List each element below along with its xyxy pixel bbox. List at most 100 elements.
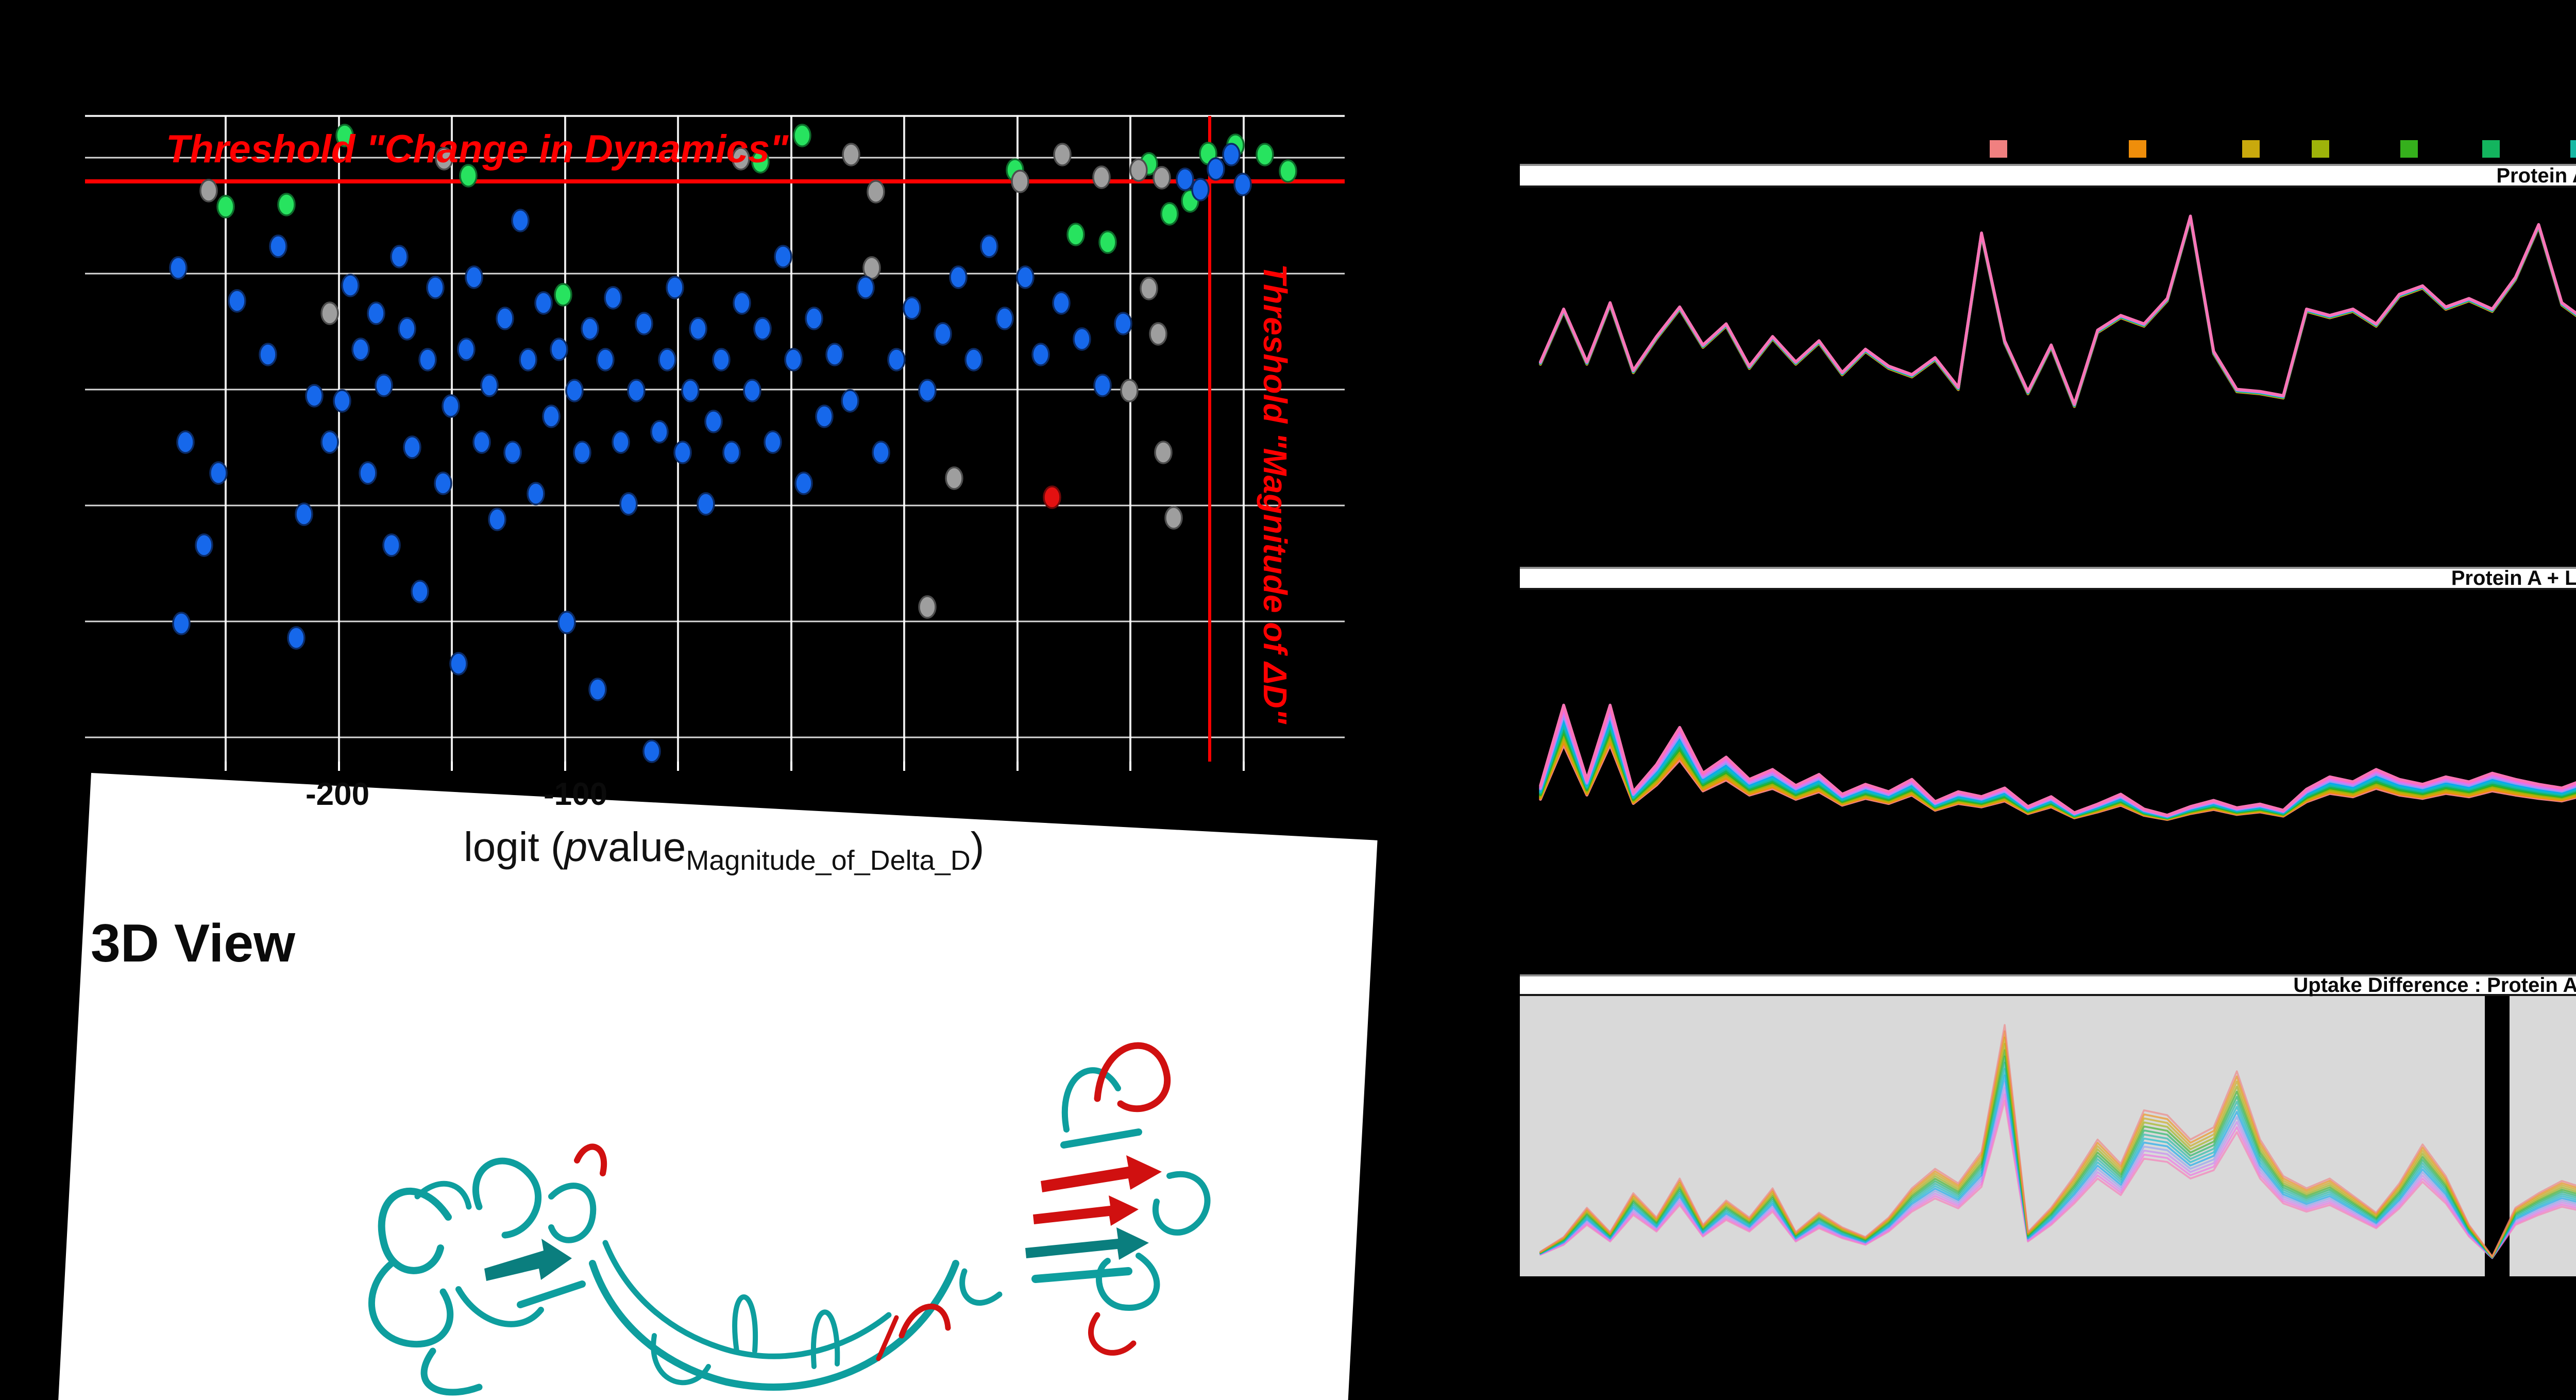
uptake-chart-protein-a-ligand[interactable]	[1520, 592, 2576, 973]
axis-label-subscript: Magnitude_of_Delta_D	[686, 845, 971, 876]
axis-label-value: value	[587, 824, 686, 870]
volcano-point-blue	[581, 317, 599, 341]
volcano-point-blue	[172, 612, 191, 635]
volcano-point-blue	[784, 348, 803, 372]
volcano-point-blue	[359, 461, 377, 485]
volcano-point-green	[216, 195, 235, 218]
volcano-point-blue	[496, 307, 514, 330]
legend-swatch-timepoint-2[interactable]	[2129, 140, 2146, 158]
volcano-point-blue	[805, 307, 823, 330]
volcano-point-blue	[995, 307, 1014, 330]
volcano-point-gray	[1164, 506, 1183, 530]
legend-swatch-timepoint-6[interactable]	[2482, 140, 2500, 158]
volcano-point-blue	[295, 502, 313, 526]
volcano-point-blue	[596, 348, 615, 372]
volcano-point-gray	[320, 301, 339, 325]
difference-band-background	[2510, 996, 2576, 1276]
volcano-point-gray	[199, 179, 218, 203]
volcano-point-gray	[1140, 277, 1158, 300]
volcano-point-blue	[426, 276, 445, 299]
uptake-curve-timepoint-3	[1539, 216, 2576, 408]
uptake-curve-timepoint-7	[1539, 215, 2576, 407]
volcano-point-green	[1098, 230, 1117, 254]
volcano-point-blue	[442, 394, 460, 418]
volcano-threshold-dynamics-label: Threshold "Change in Dynamics"	[166, 127, 789, 171]
uptake-curve-timepoint-13	[1539, 214, 2576, 406]
volcano-point-blue	[418, 348, 437, 372]
volcano-point-blue	[169, 256, 188, 280]
volcano-point-blue	[511, 209, 530, 232]
volcano-point-gray	[1120, 379, 1139, 402]
uptake-curve-timepoint-11	[1539, 215, 2576, 406]
volcano-point-blue	[305, 384, 324, 408]
volcano-threshold-magnitude-label: Threshold "Magnitude of ΔD"	[1257, 264, 1294, 724]
volcano-point-green	[459, 164, 478, 188]
volcano-point-blue	[209, 461, 228, 485]
volcano-point-blue	[287, 626, 306, 650]
volcano-point-blue	[573, 441, 591, 464]
volcano-point-blue	[612, 430, 630, 454]
volcano-point-blue	[565, 379, 584, 402]
volcano-plot[interactable]	[85, 114, 1352, 774]
panel-title-protein-a-text: Protein A	[2496, 164, 2576, 187]
protein-ribbon-3d[interactable]	[263, 975, 1242, 1400]
volcano-point-blue	[887, 348, 906, 372]
volcano-point-green	[335, 124, 354, 147]
volcano-point-gray	[732, 147, 750, 171]
volcano-point-blue	[1207, 157, 1225, 181]
legend-swatch-timepoint-4[interactable]	[2312, 140, 2329, 158]
volcano-point-green	[793, 124, 811, 147]
panel-title-uptake-difference[interactable]: Uptake Difference : Protein A - (Protein…	[1520, 973, 2576, 997]
volcano-point-green	[1066, 223, 1085, 246]
volcano-point-green	[554, 283, 572, 307]
legend-swatch-timepoint-3[interactable]	[2242, 140, 2260, 158]
volcano-point-blue	[733, 291, 751, 315]
volcano-point-blue	[1176, 167, 1194, 191]
volcano-point-blue	[697, 492, 715, 516]
volcano-point-blue	[457, 338, 476, 361]
panel-title-protein-a[interactable]: Protein A	[1520, 164, 2576, 188]
volcano-point-blue	[903, 296, 921, 320]
volcano-point-blue	[320, 430, 339, 454]
volcano-point-blue	[588, 678, 607, 701]
panel-title-protein-a-ligand[interactable]: Protein A + Ligand	[1520, 567, 2576, 590]
volcano-point-blue	[825, 343, 844, 366]
volcano-point-blue	[980, 234, 998, 258]
volcano-point-blue	[681, 379, 700, 402]
volcano-point-gray	[1153, 166, 1171, 190]
volcano-point-blue	[794, 471, 813, 495]
volcano-point-blue	[704, 410, 723, 433]
axis-label-prefix: logit (	[464, 824, 565, 870]
volcano-point-blue	[1052, 291, 1071, 315]
legend-swatch-timepoint-1[interactable]	[1990, 140, 2007, 158]
volcano-point-blue	[872, 441, 890, 464]
volcano-point-blue	[488, 508, 506, 531]
volcano-point-blue	[367, 301, 385, 325]
legend-swatch-timepoint-5[interactable]	[2400, 140, 2418, 158]
axis-label-suffix: )	[970, 824, 985, 870]
volcano-point-blue	[918, 379, 937, 402]
volcano-point-green	[277, 193, 296, 216]
volcano-point-blue	[480, 374, 499, 397]
uptake-curve-timepoint-13	[1539, 703, 2576, 817]
volcano-point-blue	[1114, 312, 1132, 335]
volcano-point-blue	[195, 533, 213, 557]
uptake-chart-protein-a[interactable]	[1520, 188, 2576, 564]
legend-swatch-timepoint-7[interactable]	[2570, 140, 2576, 158]
volcano-point-blue	[403, 435, 421, 459]
volcano-point-blue	[503, 441, 522, 464]
volcano-point-gray	[1149, 322, 1167, 346]
volcano-point-gray	[862, 256, 881, 280]
volcano-point-green	[1256, 143, 1274, 166]
panel-title-uptake-difference-text: Uptake Difference : Protein A - (Protein…	[2293, 973, 2576, 997]
uptake-curve-timepoint-9	[1539, 215, 2576, 407]
uptake-difference-chart[interactable]	[1520, 996, 2576, 1278]
ribbon-teal-strands	[484, 1227, 1149, 1281]
volcano-point-blue	[398, 317, 416, 341]
volcano-point-blue	[228, 289, 246, 313]
volcano-point-blue	[449, 652, 468, 676]
volcano-point-red	[1043, 485, 1061, 509]
volcano-point-blue	[1031, 343, 1050, 366]
uptake-curve-timepoint-1	[1539, 1024, 2576, 1258]
volcano-point-blue	[689, 317, 707, 341]
